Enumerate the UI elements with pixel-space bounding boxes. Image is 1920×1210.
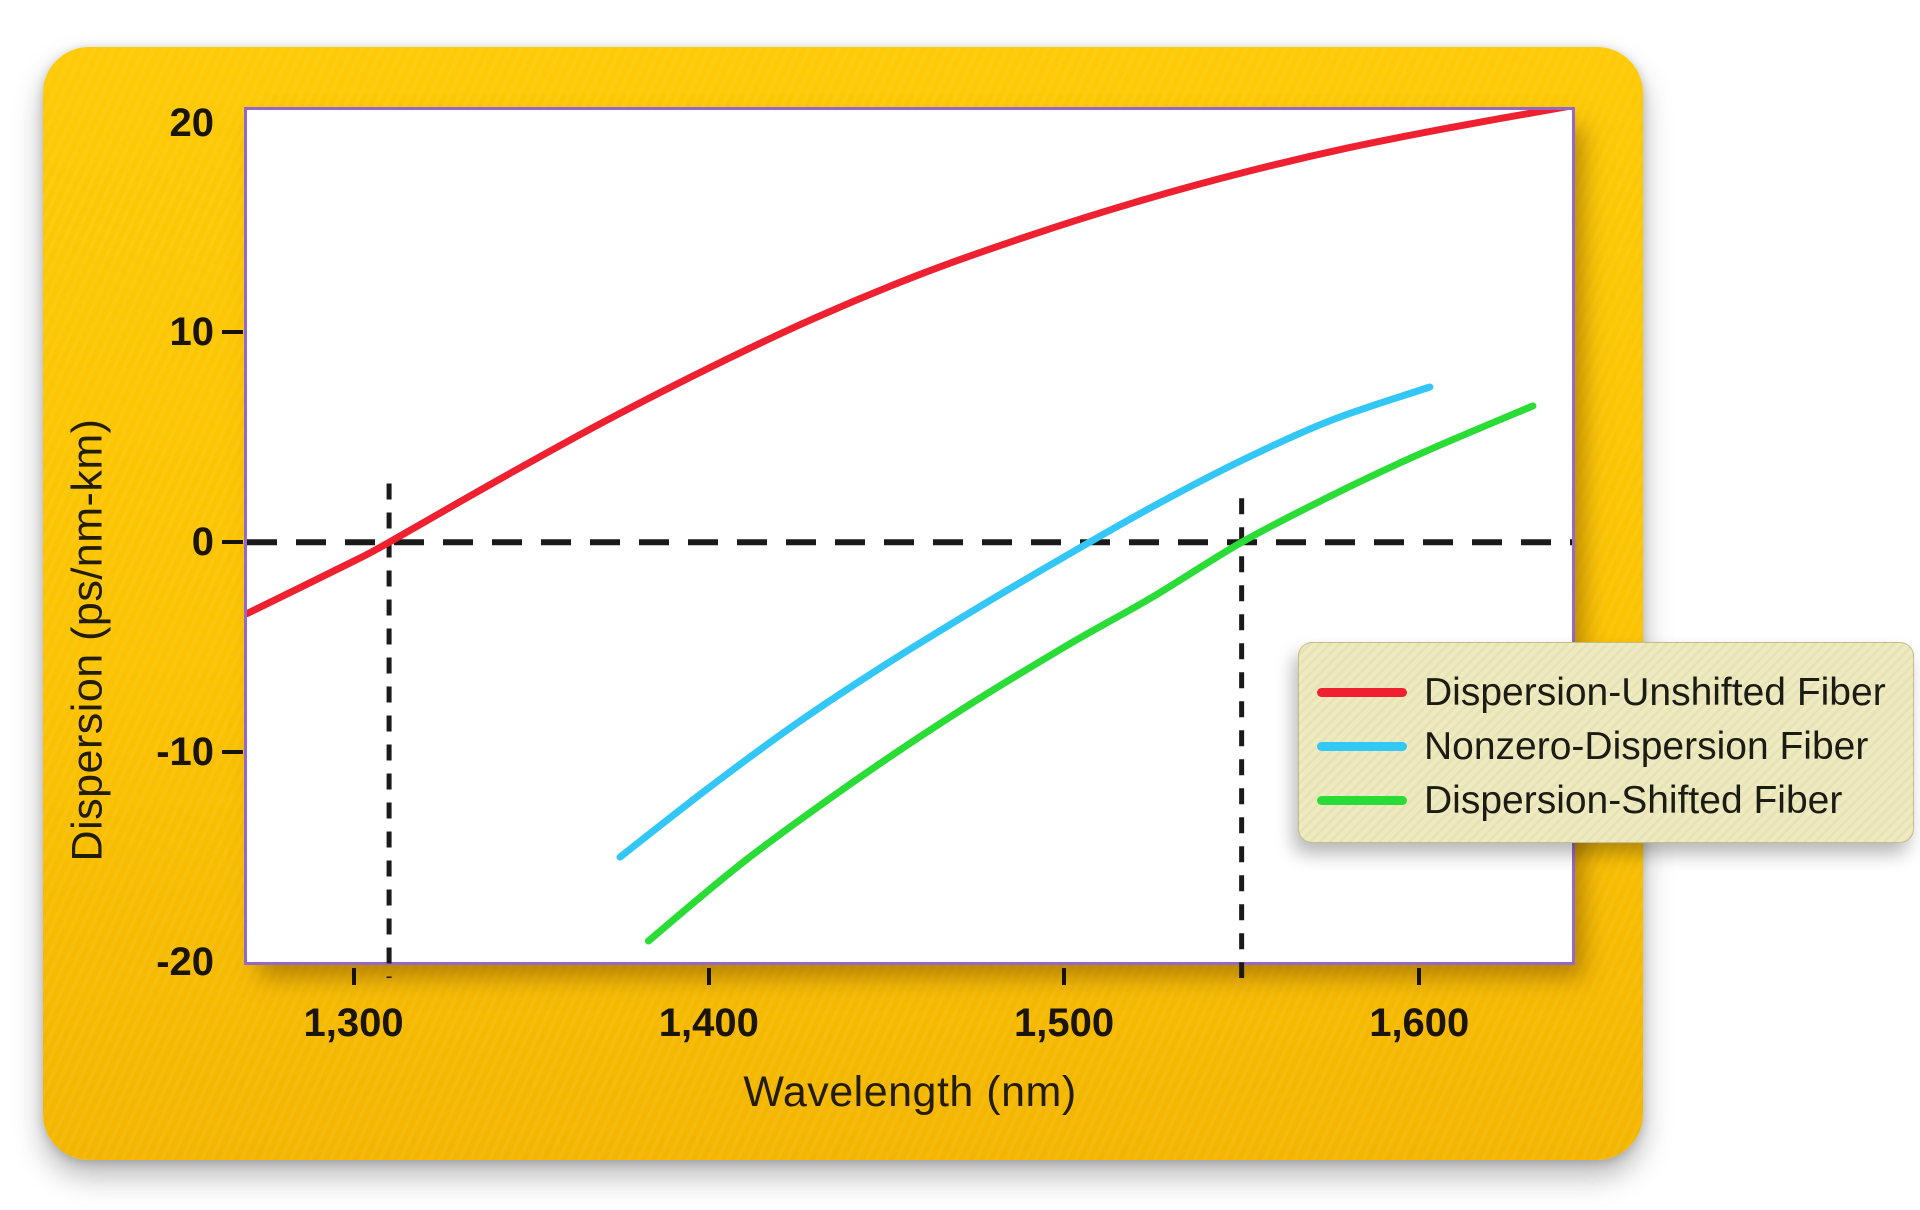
x-tick-1500 — [1062, 968, 1067, 985]
y-tick-label-10: 10 — [169, 310, 215, 355]
x-tick-label-1300: 1,300 — [303, 1001, 404, 1045]
legend-swatch-icon — [1317, 741, 1407, 751]
x-tick-label-1500: 1,500 — [1013, 1001, 1115, 1045]
y-tick-label--20: -20 — [156, 940, 214, 984]
legend-swatch-icon — [1317, 687, 1407, 697]
legend-label: Dispersion-Unshifted Fiber — [1424, 670, 1886, 714]
legend-swatch-icon — [1317, 795, 1407, 805]
series-nonzero-dispersion-fiber — [616, 383, 1434, 861]
x-tick-1600 — [1417, 968, 1422, 985]
legend-row: Nonzero-Dispersion Fiber — [1317, 722, 1893, 770]
x-tick-1300 — [351, 968, 356, 985]
legend-row: Dispersion-Unshifted Fiber — [1317, 668, 1893, 716]
x-tick-label-1600: 1,600 — [1369, 1001, 1470, 1045]
x-axis-title: Wavelength (nm) — [743, 1068, 1077, 1116]
series-dispersion-unshifted-fiber — [247, 110, 1569, 618]
y-tick-label-20: 20 — [169, 100, 215, 145]
x-tick-label-1400: 1,400 — [658, 1001, 759, 1045]
y-tick-0 — [222, 540, 243, 545]
y-tick-10 — [222, 330, 243, 335]
legend-label: Dispersion-Shifted Fiber — [1424, 778, 1843, 822]
y-tick--10 — [222, 750, 243, 755]
legend: Dispersion-Unshifted Fiber Nonzero-Disper… — [1298, 642, 1914, 843]
y-axis-title: Dispersion (ps/nm-km) — [63, 418, 112, 862]
y-tick-label-0: 0 — [191, 520, 214, 565]
dispersion-chart-svg — [247, 110, 1572, 978]
x-tick-1400 — [706, 968, 711, 985]
series-dispersion-shifted-fiber — [644, 402, 1537, 945]
y-tick-label--10: -10 — [156, 730, 214, 775]
legend-label: Nonzero-Dispersion Fiber — [1424, 724, 1869, 768]
legend-row: Dispersion-Shifted Fiber — [1317, 776, 1893, 824]
